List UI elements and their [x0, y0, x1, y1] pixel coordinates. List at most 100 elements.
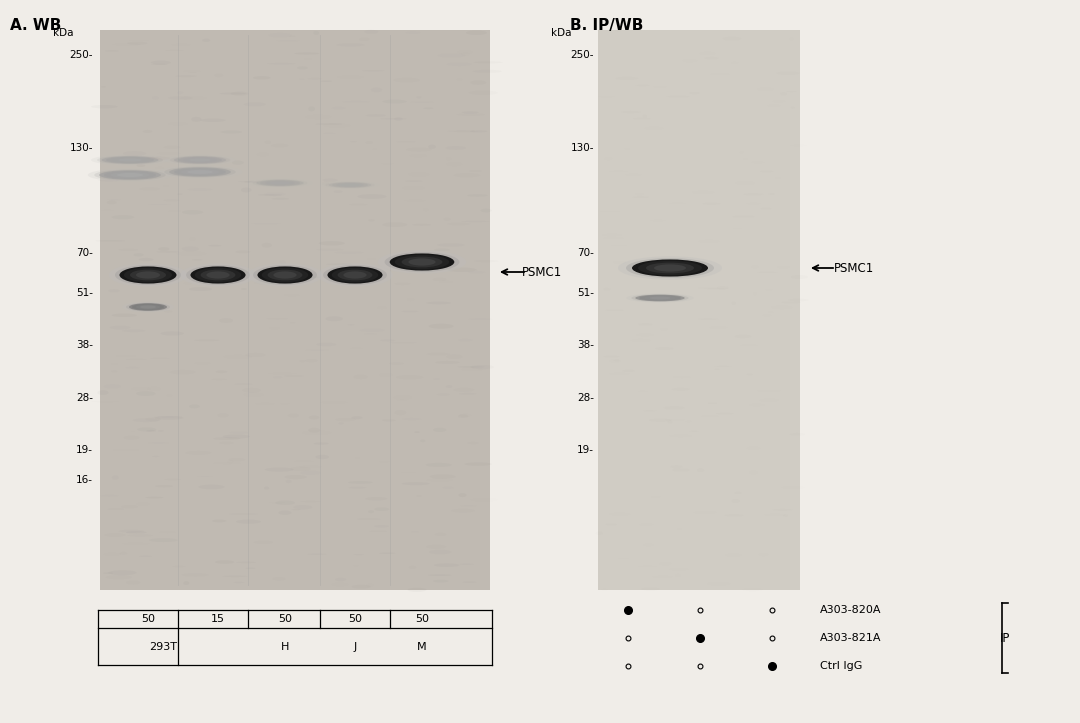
Ellipse shape	[261, 268, 308, 282]
Ellipse shape	[132, 304, 164, 310]
Ellipse shape	[180, 263, 256, 287]
Text: 51-: 51-	[76, 288, 93, 298]
Ellipse shape	[341, 184, 359, 187]
Ellipse shape	[170, 155, 230, 164]
Ellipse shape	[257, 267, 312, 283]
Ellipse shape	[180, 169, 219, 175]
Ellipse shape	[395, 254, 449, 269]
Ellipse shape	[253, 265, 316, 285]
Ellipse shape	[129, 303, 167, 311]
Ellipse shape	[270, 181, 291, 184]
Ellipse shape	[136, 304, 160, 309]
Ellipse shape	[639, 295, 680, 301]
Ellipse shape	[649, 296, 671, 299]
Ellipse shape	[102, 156, 159, 164]
Ellipse shape	[384, 252, 459, 272]
Ellipse shape	[325, 181, 375, 188]
Text: 16-: 16-	[76, 475, 93, 485]
Text: PSMC1: PSMC1	[522, 265, 563, 278]
Text: 28-: 28-	[76, 393, 93, 403]
Ellipse shape	[118, 158, 141, 162]
Ellipse shape	[94, 169, 165, 181]
Ellipse shape	[332, 183, 368, 187]
Text: 70-: 70-	[76, 248, 93, 258]
Ellipse shape	[626, 294, 693, 302]
Ellipse shape	[328, 182, 372, 188]
Ellipse shape	[332, 268, 378, 282]
Ellipse shape	[136, 271, 160, 278]
Text: 15: 15	[211, 614, 225, 624]
Ellipse shape	[256, 180, 303, 187]
Ellipse shape	[122, 301, 174, 312]
Ellipse shape	[110, 172, 149, 178]
Text: 130-: 130-	[570, 143, 594, 153]
Text: A. WB: A. WB	[10, 18, 62, 33]
Ellipse shape	[109, 263, 187, 287]
Ellipse shape	[190, 267, 245, 283]
Ellipse shape	[174, 168, 226, 176]
Text: 50: 50	[141, 614, 156, 624]
Ellipse shape	[247, 263, 323, 287]
Ellipse shape	[632, 294, 689, 301]
Ellipse shape	[247, 179, 312, 187]
Ellipse shape	[321, 181, 379, 189]
Ellipse shape	[120, 267, 176, 283]
Bar	[100, 30, 490, 590]
Text: J: J	[353, 641, 356, 651]
Ellipse shape	[124, 268, 172, 282]
Text: A303-820A: A303-820A	[820, 605, 881, 615]
Ellipse shape	[338, 270, 373, 281]
Ellipse shape	[184, 158, 216, 163]
Text: 70-: 70-	[577, 248, 594, 258]
Ellipse shape	[117, 173, 143, 177]
Ellipse shape	[273, 271, 297, 278]
Ellipse shape	[654, 265, 686, 272]
Ellipse shape	[402, 257, 443, 268]
Ellipse shape	[91, 155, 168, 165]
Text: 51-: 51-	[577, 288, 594, 298]
Ellipse shape	[268, 270, 302, 281]
Ellipse shape	[126, 303, 170, 312]
Ellipse shape	[194, 268, 241, 282]
Ellipse shape	[408, 258, 435, 265]
Ellipse shape	[327, 267, 382, 283]
Ellipse shape	[170, 167, 231, 176]
Ellipse shape	[618, 256, 723, 280]
Text: 38-: 38-	[76, 340, 93, 350]
Ellipse shape	[378, 250, 467, 274]
Text: 28-: 28-	[577, 393, 594, 403]
Text: 293T: 293T	[149, 641, 177, 651]
Text: 50: 50	[415, 614, 429, 624]
Ellipse shape	[626, 258, 714, 278]
Ellipse shape	[104, 171, 156, 179]
Text: 250-: 250-	[570, 50, 594, 60]
Ellipse shape	[201, 270, 235, 281]
Ellipse shape	[189, 158, 211, 162]
Ellipse shape	[646, 262, 694, 273]
Text: B. IP/WB: B. IP/WB	[570, 18, 644, 33]
Ellipse shape	[164, 155, 235, 165]
Ellipse shape	[206, 271, 230, 278]
Text: 130-: 130-	[69, 143, 93, 153]
Ellipse shape	[114, 265, 181, 285]
Ellipse shape	[265, 181, 295, 185]
Text: H: H	[281, 641, 289, 651]
Ellipse shape	[178, 157, 222, 163]
Ellipse shape	[390, 254, 455, 270]
Ellipse shape	[140, 305, 156, 309]
Text: IP: IP	[1000, 631, 1010, 644]
Ellipse shape	[638, 261, 702, 275]
Ellipse shape	[106, 157, 154, 163]
Text: kDa: kDa	[53, 28, 73, 38]
Ellipse shape	[164, 166, 235, 178]
Ellipse shape	[186, 265, 249, 285]
Ellipse shape	[323, 265, 387, 285]
Text: Ctrl IgG: Ctrl IgG	[820, 661, 862, 671]
Ellipse shape	[97, 155, 163, 164]
Ellipse shape	[343, 271, 366, 278]
Bar	[598, 30, 800, 590]
Ellipse shape	[260, 180, 300, 186]
Text: 38-: 38-	[577, 340, 594, 350]
Text: kDa: kDa	[551, 28, 571, 38]
Ellipse shape	[130, 270, 166, 281]
